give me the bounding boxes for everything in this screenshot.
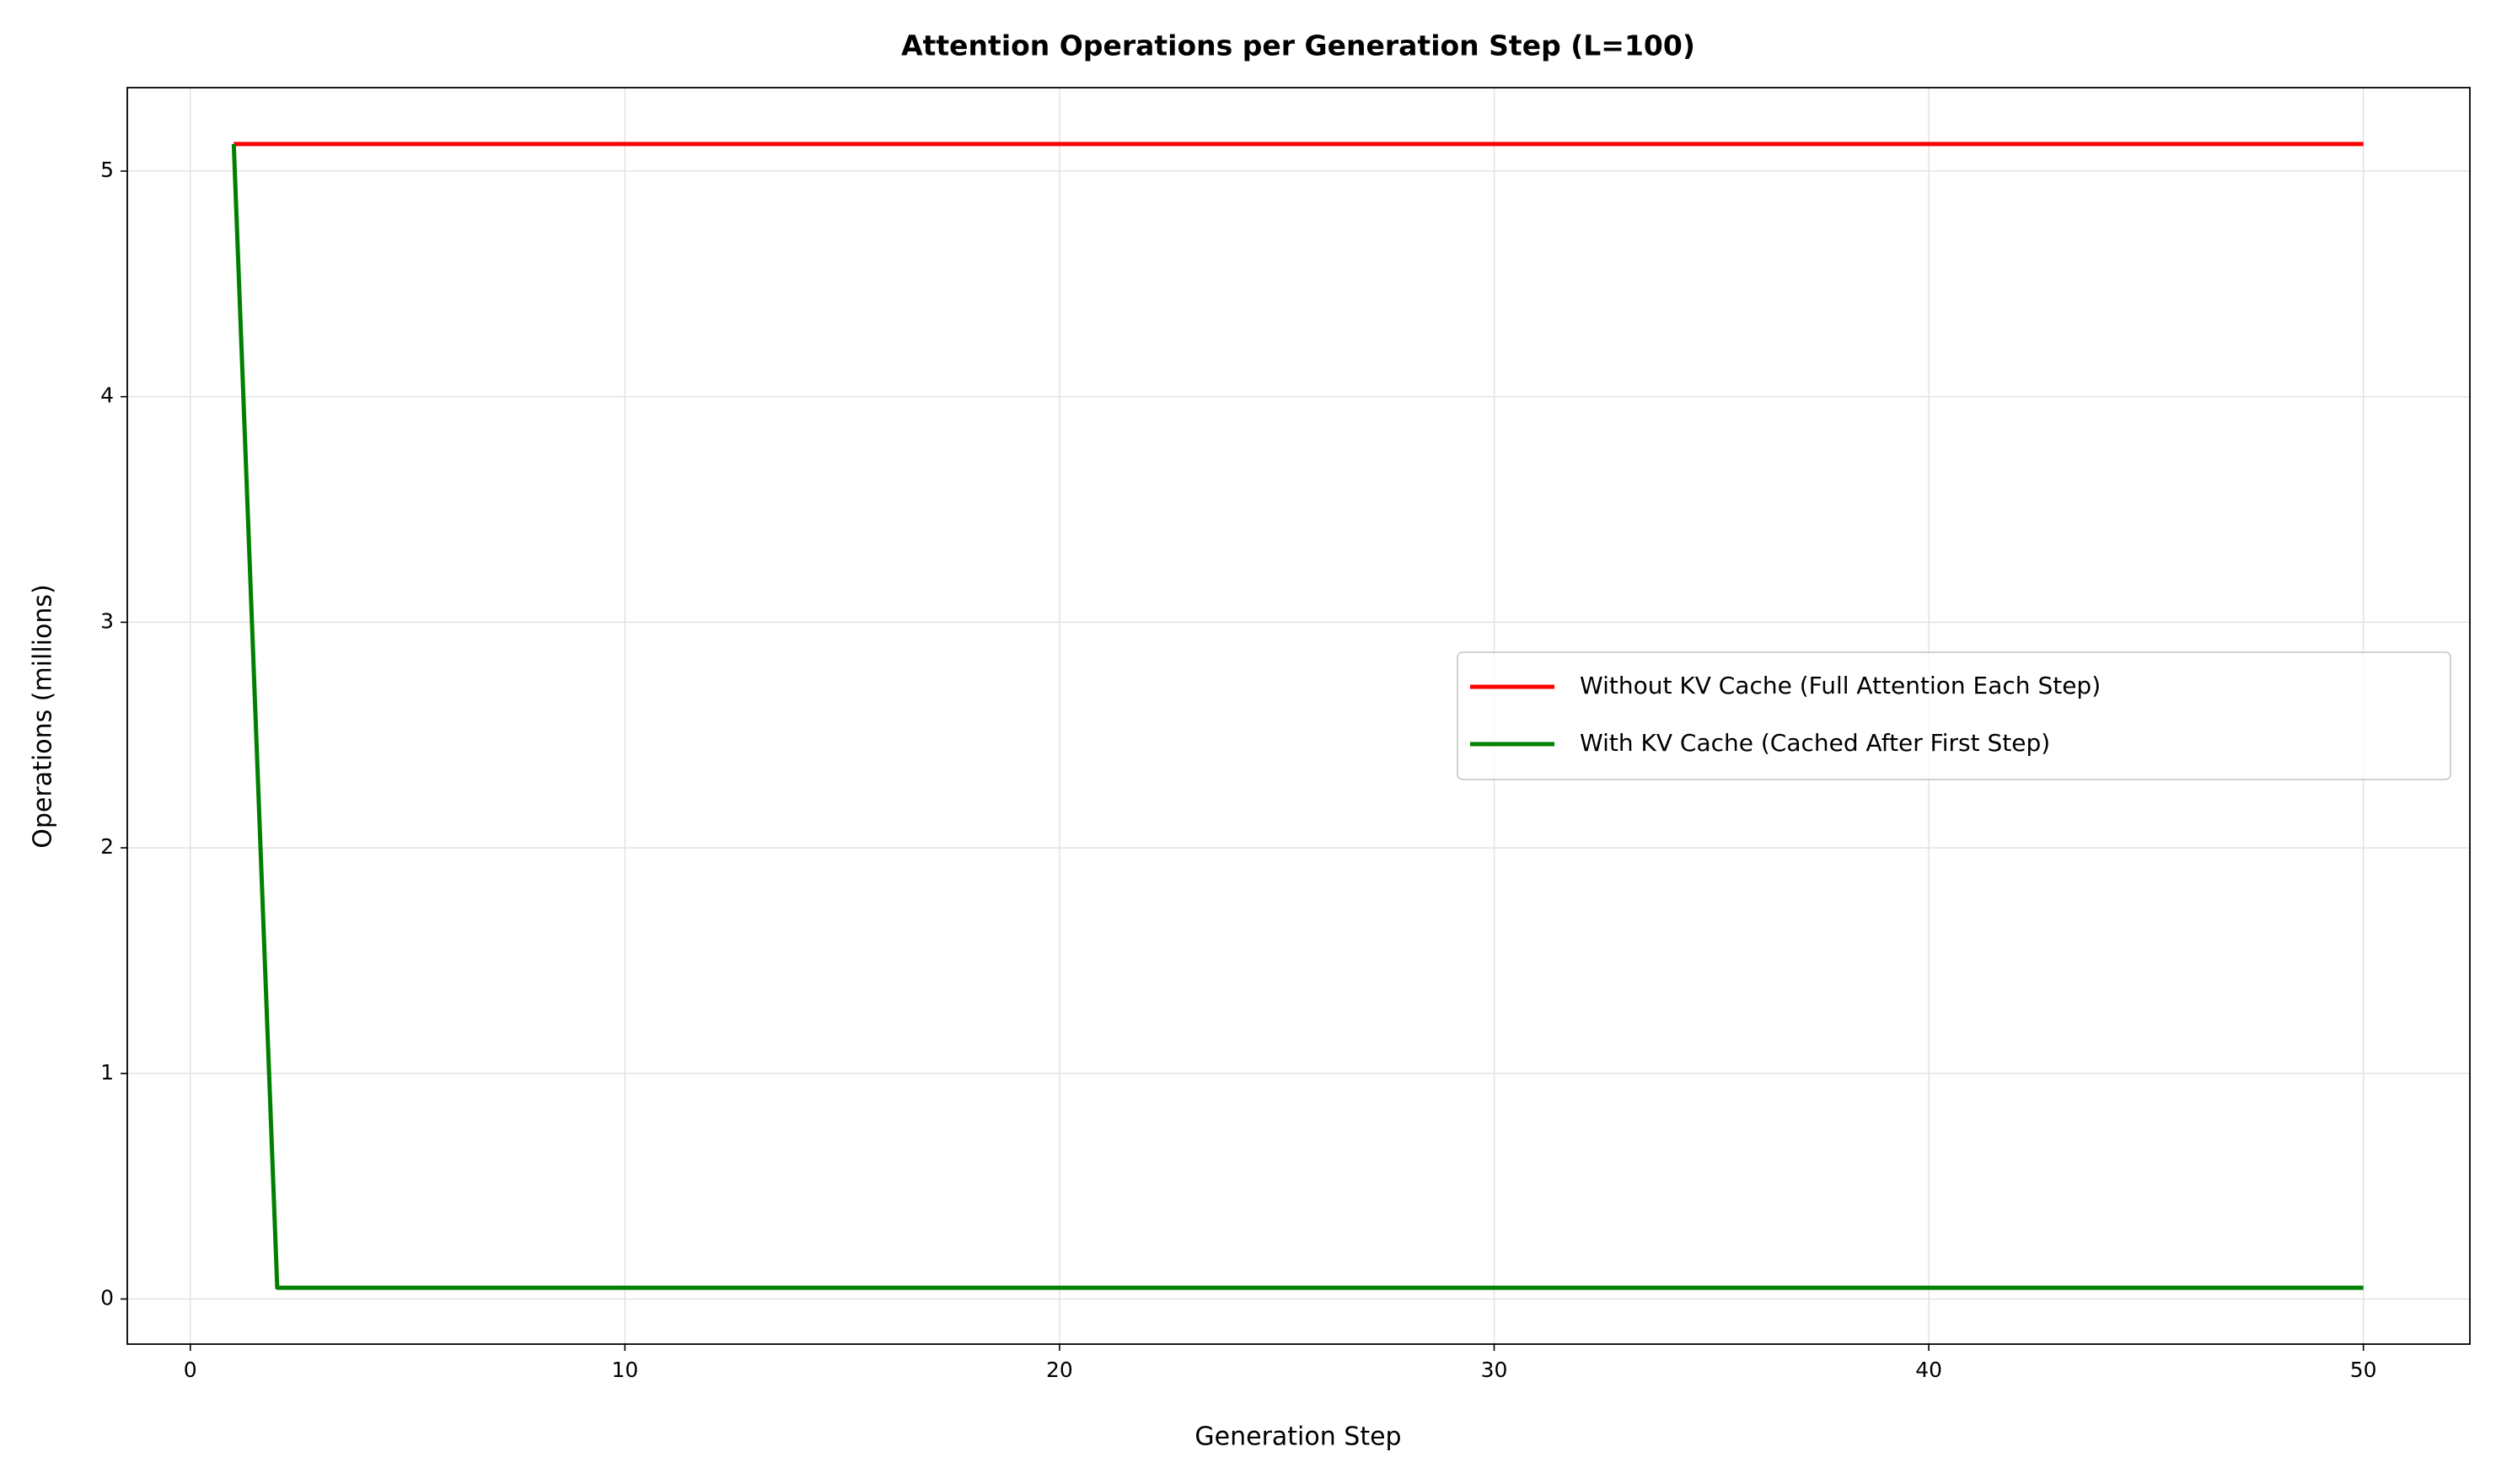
legend-label: With KV Cache (Cached After First Step) — [1580, 729, 2050, 757]
plot-frame — [126, 87, 2471, 1345]
x-tick-label: 10 — [611, 1358, 638, 1382]
legend: Without KV Cache (Full Attention Each St… — [1457, 651, 2451, 780]
legend-frame — [1457, 651, 2451, 780]
x-axis-label: Generation Step — [1194, 1422, 1401, 1452]
y-tick-label: 2 — [100, 834, 114, 859]
legend-label: Without KV Cache (Full Attention Each St… — [1580, 672, 2101, 699]
chart-title: Attention Operations per Generation Step… — [901, 29, 1695, 62]
y-tick-label: 3 — [100, 608, 114, 633]
y-tick-label: 1 — [100, 1060, 114, 1085]
data-line — [231, 143, 2364, 1290]
x-tick-label: 0 — [184, 1358, 197, 1382]
x-tick-label: 40 — [1915, 1358, 1942, 1382]
y-axis-label: Operations (millions) — [29, 584, 58, 848]
x-tick-label: 20 — [1046, 1358, 1073, 1382]
y-tick-label: 4 — [100, 383, 114, 408]
y-tick-label: 0 — [100, 1285, 114, 1310]
x-tick-label: 30 — [1481, 1358, 1508, 1382]
y-tick-label: 5 — [100, 158, 114, 182]
x-tick-label: 50 — [2350, 1358, 2377, 1382]
